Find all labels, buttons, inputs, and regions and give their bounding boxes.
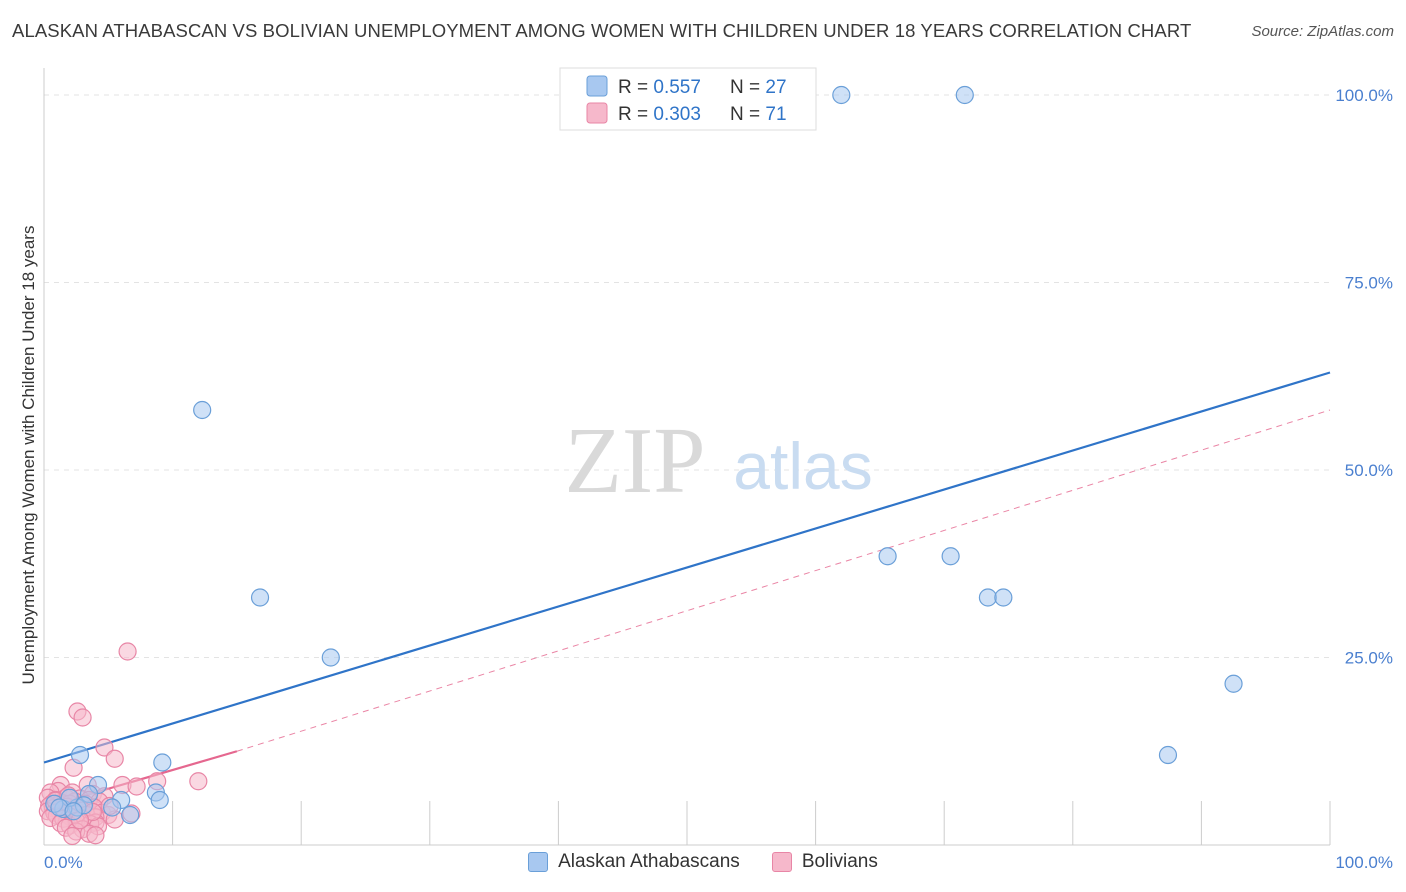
bolivians-point-11 [127,777,146,796]
legend-r-label-2: R = [618,104,653,125]
x-tick-labels: 0.0% 100.0% [44,853,1393,872]
athabascans-point-3 [250,588,270,607]
bolivians-point-3 [95,738,114,757]
chart-title: ALASKAN ATHABASCAN VS BOLIVIAN UNEMPLOYM… [12,20,1192,41]
y-axis-label: Unemployment Among Women with Children U… [19,225,38,685]
legend-n-value-1: 27 [765,77,786,98]
athabascans-point-18 [121,805,140,825]
legend-swatch-bolivians [771,852,792,872]
athabascans-point-6 [941,547,960,566]
y-tick-labels: 25.0% 50.0% 75.0% 100.0% [1335,86,1393,668]
y-tick-label-0: 25.0% [1345,649,1393,668]
athabascans-point-9 [1224,674,1243,693]
legend-n-label-2: N = [730,104,765,125]
athabascans-point-0 [832,85,851,105]
watermark-atlas: atlas [733,429,872,503]
axes [43,68,1331,846]
legend-n-value-2: 71 [765,104,786,125]
watermark: ZIP atlas [565,409,873,513]
bolivians-point-4 [105,749,124,768]
legend-swatch-pink [586,102,608,124]
athabascans-point-17 [103,798,122,817]
legend-swatch-athabascans [528,852,549,872]
series-legend: Alaskan Athabascans Bolivians [0,851,1406,873]
x-tick-min: 0.0% [44,853,83,872]
athabascans-point-26 [64,802,83,821]
gridlines [44,94,1330,658]
y-tick-label-3: 100.0% [1335,86,1393,105]
legend-r-label-1: R = [618,77,653,98]
athabascans-point-11 [70,745,90,765]
bolivians-point-64 [63,826,82,846]
bolivians-point-63 [86,826,105,845]
bolivians-trend-dashed [236,409,1331,752]
athabascans-point-16 [150,790,169,810]
athabascans-points [45,85,1243,825]
svg-text:N = 71: N = 71 [730,104,787,125]
legend-item-bolivians: Bolivians [771,851,878,873]
legend-swatch-blue [586,75,608,97]
bolivians-point-0 [118,642,137,661]
athabascans-point-10 [1158,745,1178,765]
athabascans-trend-line [43,371,1331,764]
source-label: Source: ZipAtlas.com [1251,23,1394,40]
stats-legend: R = 0.557 N = 27 R = 0.303 N = 71 [559,67,817,131]
svg-text:R = 0.557: R = 0.557 [618,77,701,98]
svg-text:R = 0.303: R = 0.303 [618,104,701,125]
athabascans-point-12 [153,753,172,772]
y-tick-label-2: 75.0% [1345,274,1393,293]
legend-label-athabascans: Alaskan Athabascans [558,851,740,872]
legend-label-bolivians: Bolivians [801,851,878,872]
athabascans-point-5 [878,547,897,566]
legend-n-label-1: N = [730,77,765,98]
y-tick-label-1: 50.0% [1345,461,1393,480]
watermark-zip: ZIP [565,409,706,513]
legend-r-value-2: 0.303 [653,104,701,125]
athabascans-point-1 [955,85,974,105]
athabascans-point-8 [994,588,1013,607]
legend-item-athabascans: Alaskan Athabascans [528,851,740,873]
bolivians-point-2 [73,708,92,727]
bolivians-point-7 [189,772,208,791]
svg-text:N = 27: N = 27 [730,77,787,98]
athabascans-point-4 [321,648,340,667]
athabascans-point-7 [978,588,998,607]
athabascans-point-2 [193,400,212,420]
x-tick-max: 100.0% [1335,853,1393,872]
legend-r-value-1: 0.557 [653,77,701,98]
